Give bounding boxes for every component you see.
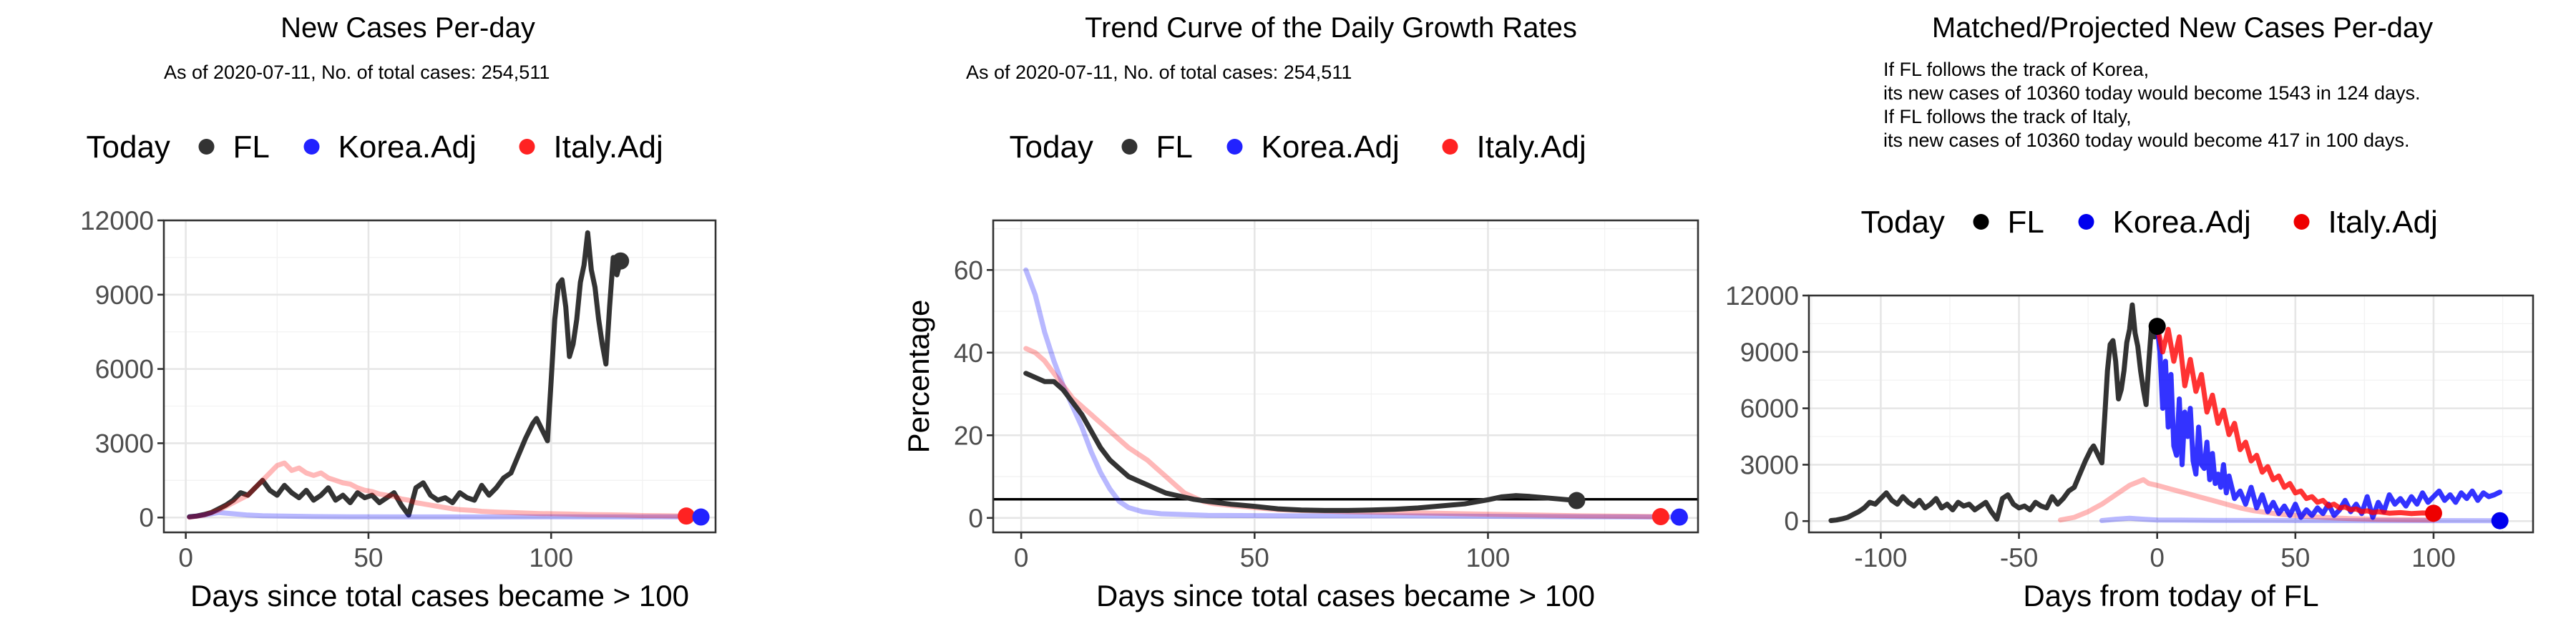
x-axis-label: Days since total cases became > 100 [190, 579, 689, 613]
y-tick-label: 9000 [1740, 338, 1799, 367]
x-tick-label: 0 [1014, 543, 1029, 572]
legend-key-fl [198, 139, 215, 155]
legend-key-italy-adj [519, 139, 535, 155]
chart-title: Matched/Projected New Cases Per-day [1932, 12, 2433, 44]
legend-key-fl [1121, 139, 1138, 155]
legend-key-fl [1973, 214, 1989, 230]
x-axis-label: Days from today of FL [2023, 579, 2318, 613]
chart-data [187, 230, 704, 520]
y-tick-label: 0 [968, 504, 983, 533]
legend-key-italy-adj [1442, 139, 1458, 155]
legend-title: Today [1010, 130, 1093, 165]
series-line-italy-adj [2058, 477, 2436, 523]
legend-label: FL [233, 130, 270, 165]
today-point-fl [1568, 492, 1586, 509]
chart-data [1828, 302, 2503, 524]
today-point-korea-adj [692, 508, 710, 526]
legend-label: FL [2008, 205, 2044, 240]
legend-key-korea-adj [303, 139, 320, 155]
y-axis-label: Percentage [902, 300, 935, 454]
chart-panel-new-cases: New Cases Per-day As of 2020-07-11, No. o… [80, 12, 717, 613]
series-line-italy-adj [1023, 346, 1668, 519]
chart-title: New Cases Per-day [280, 12, 535, 44]
chart-legend: Today FL Korea.Adj Italy.Adj [1861, 205, 2438, 240]
x-tick-label: 100 [529, 543, 573, 572]
chart-panel-growth-rates: Trend Curve of the Daily Growth Rates As … [902, 12, 1699, 613]
today-point-italy-adj [678, 507, 696, 525]
x-tick-label: 50 [353, 543, 383, 572]
today-point-fl [612, 252, 630, 270]
plot-frame [1807, 294, 2534, 534]
chart-panel-projected: Matched/Projected New Cases Per-day If FL… [1725, 12, 2534, 613]
chart-grid [164, 219, 716, 532]
x-tick-label: 0 [178, 543, 193, 572]
y-tick-label: 0 [1784, 507, 1799, 536]
plot-frame [162, 219, 717, 534]
chart-subtitle-line: If FL follows the track of Korea, [1883, 59, 2149, 80]
chart-legend: Today FL Korea.Adj Italy.Adj [1010, 130, 1586, 165]
y-tick-label: 12000 [1725, 281, 1799, 311]
today-point-italy-adj [1652, 508, 1669, 526]
y-tick-label: 40 [954, 338, 983, 368]
series-line-italy-adj [2155, 323, 2436, 517]
today-point-italy-adj [2424, 504, 2442, 522]
x-tick-label: 0 [2150, 543, 2165, 572]
legend-key-korea-adj [1226, 139, 1243, 155]
y-tick-label: 60 [954, 255, 983, 285]
chart-grid [993, 220, 1698, 532]
series-line-korea-adj [187, 509, 704, 519]
series-line-korea-adj [1023, 267, 1682, 520]
x-tick-label: 50 [1240, 543, 1269, 572]
legend-label: Korea.Adj [338, 130, 477, 165]
today-point-korea-adj [1670, 508, 1688, 526]
chart-title: Trend Curve of the Daily Growth Rates [1085, 12, 1577, 44]
chart-subtitle: As of 2020-07-11, No. of total cases: 25… [164, 62, 550, 83]
series-line-fl [1828, 302, 2160, 523]
y-tick-label: 9000 [95, 280, 154, 310]
x-tick-label: 100 [1466, 543, 1511, 572]
chart-subtitle-line: If FL follows the track of Italy, [1883, 106, 2132, 127]
series-line-italy-adj [187, 460, 693, 520]
today-point-korea-adj [2491, 512, 2509, 530]
chart-subtitle-line: its new cases of 10360 today would becom… [1883, 82, 2421, 104]
x-tick-label: 50 [2280, 543, 2310, 572]
legend-label: FL [1156, 130, 1193, 165]
series-line-korea-adj [2099, 515, 2503, 524]
today-point-fl [2148, 318, 2166, 336]
legend-label: Italy.Adj [554, 130, 663, 165]
x-tick-label: 100 [2411, 543, 2456, 572]
x-axis-label: Days since total cases became > 100 [1096, 579, 1595, 613]
legend-title: Today [87, 130, 170, 165]
y-tick-label: 0 [139, 503, 154, 532]
y-tick-label: 20 [954, 421, 983, 450]
y-tick-label: 12000 [80, 206, 154, 235]
plot-frame [992, 219, 1699, 534]
x-tick-label: -50 [2000, 543, 2038, 572]
chart-subtitle: As of 2020-07-11, No. of total cases: 25… [966, 62, 1352, 83]
y-tick-label: 6000 [1740, 394, 1799, 424]
x-tick-label: -100 [1854, 543, 1907, 572]
series-line-fl [187, 230, 623, 519]
y-tick-label: 3000 [1740, 450, 1799, 479]
chart-subtitle-line: its new cases of 10360 today would becom… [1883, 130, 2409, 151]
series-line-korea-adj [2155, 323, 2503, 520]
legend-label: Korea.Adj [2113, 205, 2251, 240]
y-tick-label: 3000 [95, 429, 154, 458]
legend-title: Today [1861, 205, 1945, 240]
legend-label: Italy.Adj [1477, 130, 1586, 165]
chart-legend: Today FL Korea.Adj Italy.Adj [87, 130, 663, 165]
legend-key-korea-adj [2078, 214, 2094, 230]
legend-label: Italy.Adj [2328, 205, 2438, 240]
legend-label: Korea.Adj [1262, 130, 1400, 165]
series-line-fl [1023, 371, 1579, 513]
legend-key-italy-adj [2293, 214, 2310, 230]
y-tick-label: 6000 [95, 355, 154, 384]
